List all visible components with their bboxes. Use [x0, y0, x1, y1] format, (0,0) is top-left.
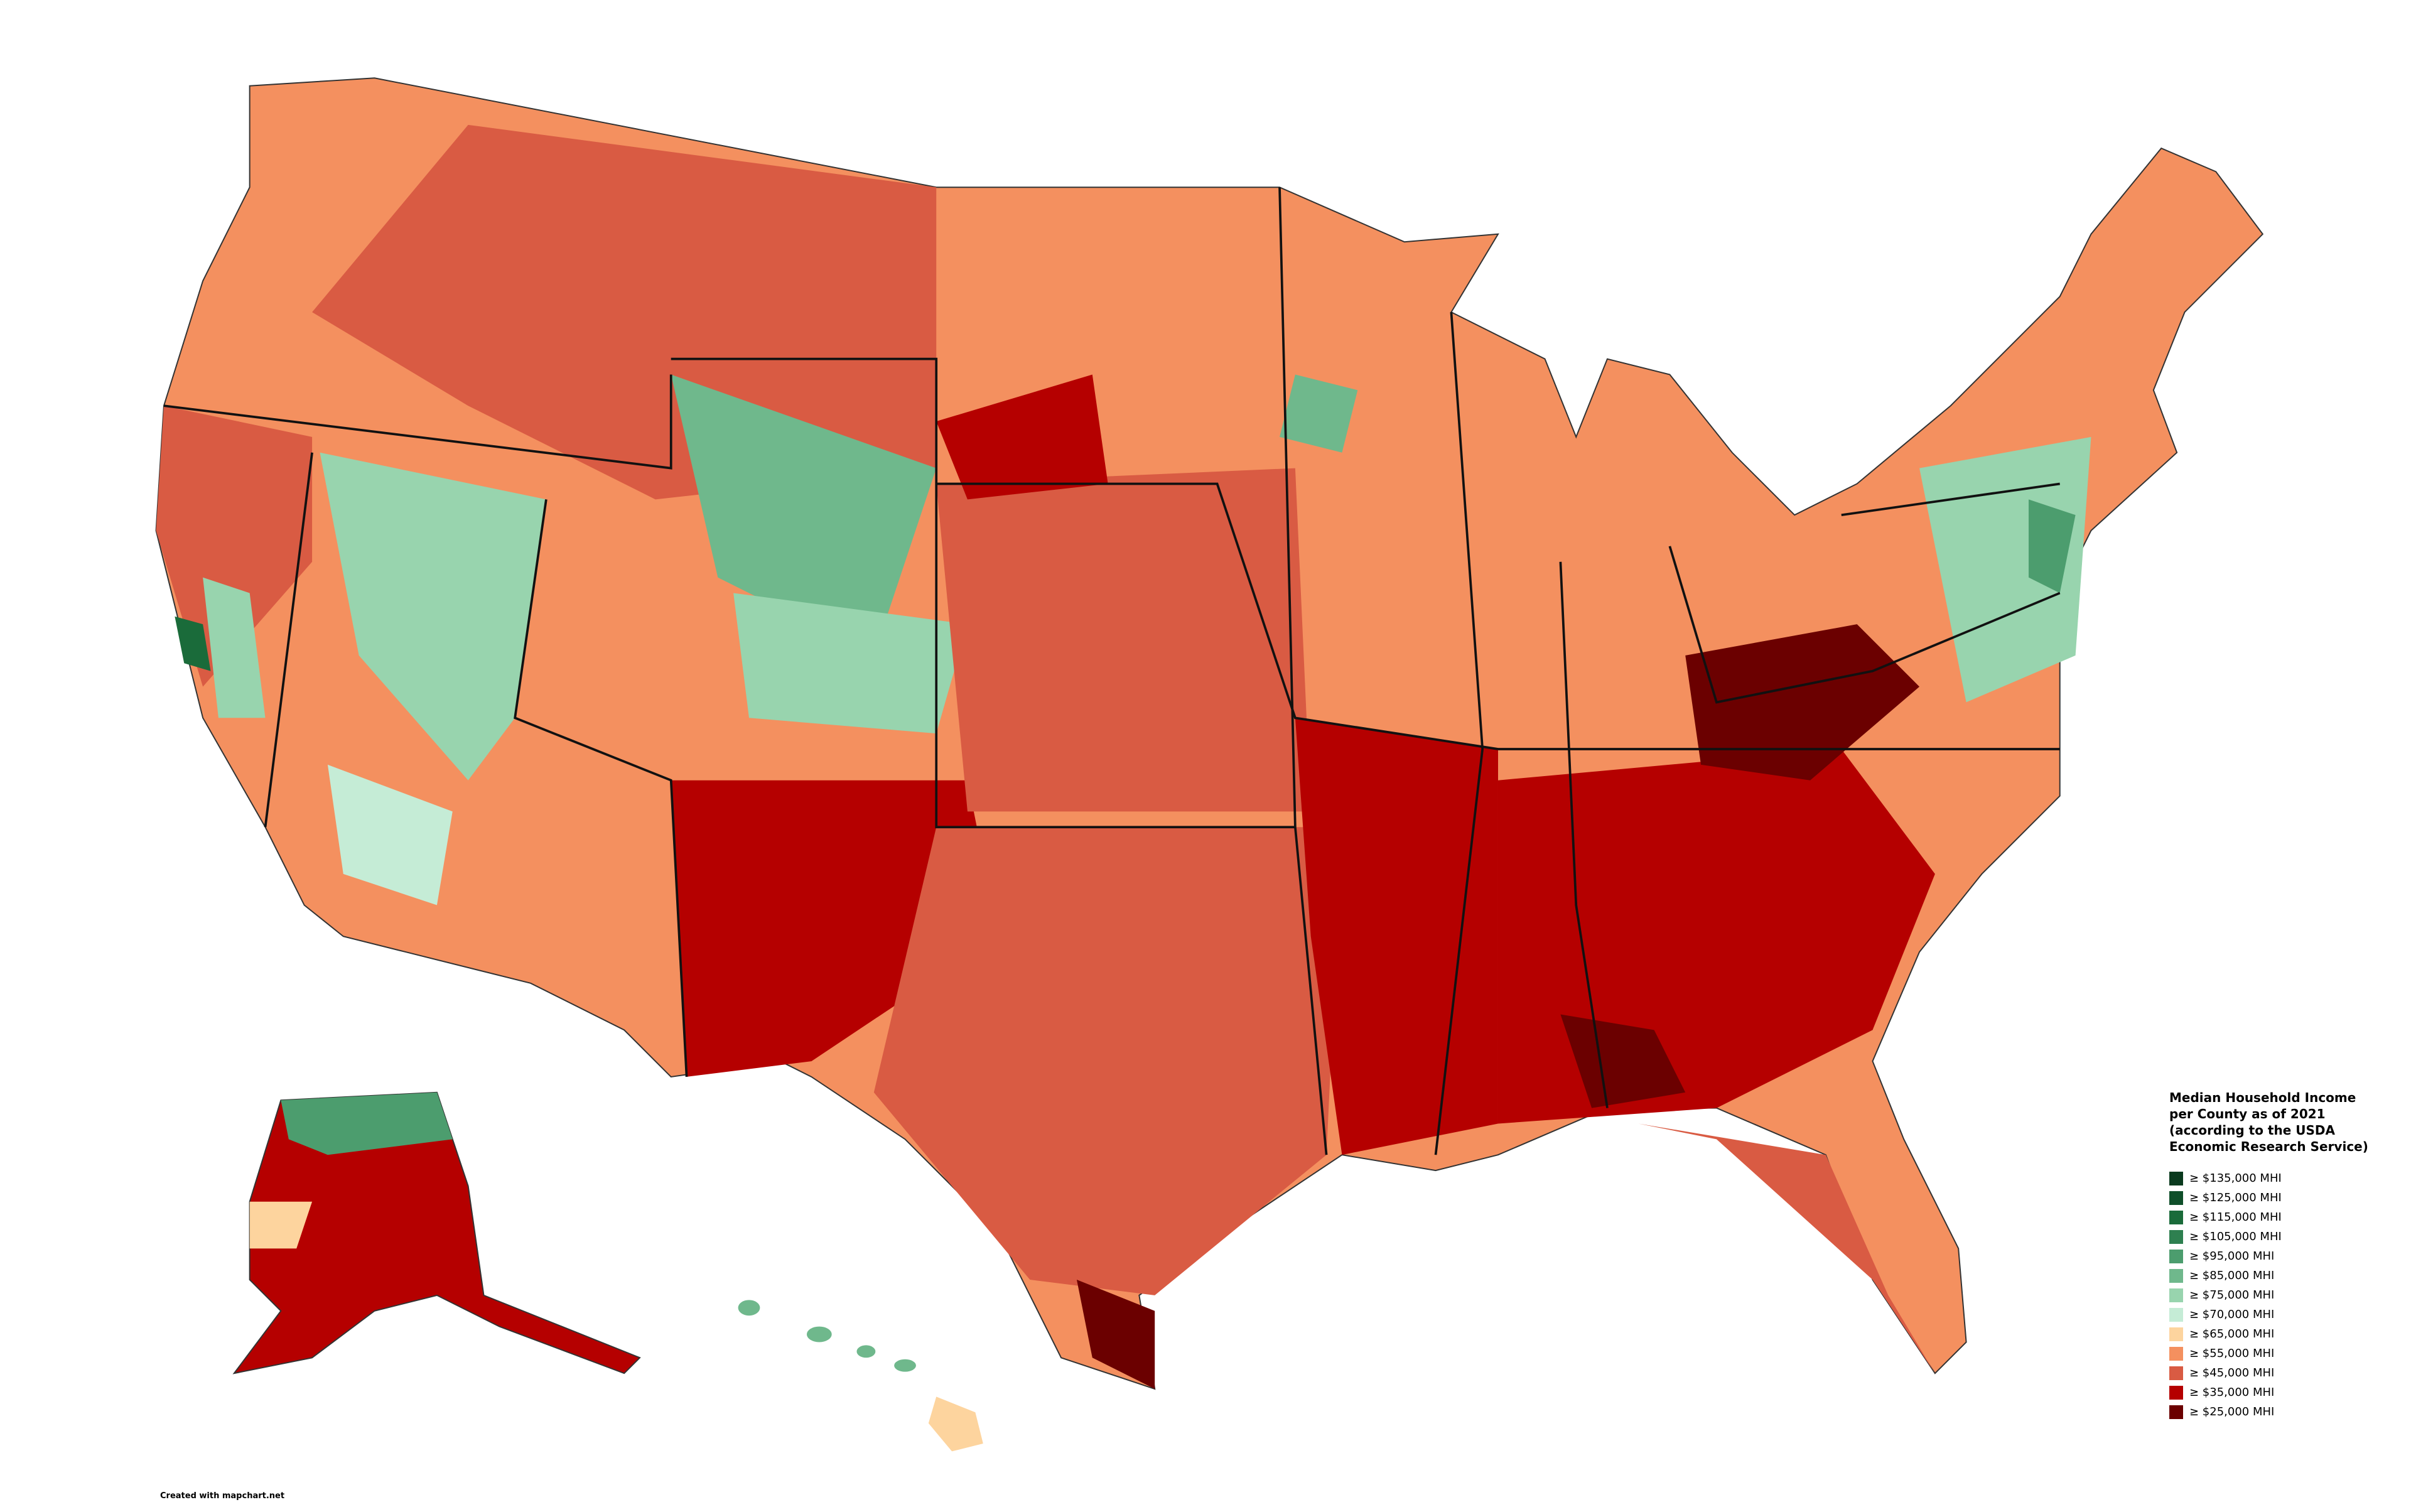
legend-label: ≥ $125,000 MHI [2189, 1191, 2282, 1204]
map-shapes [155, 77, 2264, 1452]
legend-swatch [2169, 1385, 2183, 1400]
hawaii [738, 1300, 983, 1452]
legend-swatch [2169, 1229, 2183, 1244]
legend-item: ≥ $35,000 MHI [2169, 1383, 2383, 1402]
legend-label: ≥ $65,000 MHI [2189, 1327, 2275, 1341]
legend-label: ≥ $45,000 MHI [2189, 1366, 2275, 1380]
credit: Created with mapchart.net [160, 1491, 285, 1501]
legend-item: ≥ $85,000 MHI [2169, 1266, 2383, 1285]
legend-label: ≥ $55,000 MHI [2189, 1347, 2275, 1360]
legend-label: ≥ $135,000 MHI [2189, 1172, 2282, 1185]
legend-swatch [2169, 1249, 2183, 1263]
legend-swatch [2169, 1288, 2183, 1302]
legend-label: ≥ $105,000 MHI [2189, 1230, 2282, 1243]
legend-swatch [2169, 1405, 2183, 1419]
legend-swatch [2169, 1327, 2183, 1341]
legend-item: ≥ $135,000 MHI [2169, 1169, 2383, 1188]
legend-label: ≥ $25,000 MHI [2189, 1405, 2275, 1418]
legend-item: ≥ $115,000 MHI [2169, 1207, 2383, 1227]
legend-item: ≥ $125,000 MHI [2169, 1188, 2383, 1207]
legend-title: Median Household Income per County as of… [2169, 1090, 2368, 1154]
legend-label: ≥ $85,000 MHI [2189, 1269, 2275, 1282]
legend: Median Household Income per County as of… [2169, 1089, 2383, 1422]
legend-swatch [2169, 1171, 2183, 1185]
legend-label: ≥ $70,000 MHI [2189, 1308, 2275, 1321]
legend-swatch [2169, 1366, 2183, 1380]
legend-label: ≥ $115,000 MHI [2189, 1211, 2282, 1224]
legend-item: ≥ $25,000 MHI [2169, 1402, 2383, 1422]
legend-swatch [2169, 1307, 2183, 1322]
legend-item: ≥ $65,000 MHI [2169, 1324, 2383, 1344]
legend-swatch [2169, 1268, 2183, 1283]
alaska [232, 1091, 641, 1374]
legend-swatch [2169, 1191, 2183, 1205]
legend-item: ≥ $95,000 MHI [2169, 1246, 2383, 1266]
legend-item: ≥ $105,000 MHI [2169, 1227, 2383, 1246]
legend-item: ≥ $75,000 MHI [2169, 1285, 2383, 1305]
legend-item: ≥ $45,000 MHI [2169, 1363, 2383, 1383]
legend-item: ≥ $55,000 MHI [2169, 1344, 2383, 1363]
legend-items: ≥ $135,000 MHI ≥ $125,000 MHI ≥ $115,000 M… [2169, 1169, 2383, 1422]
legend-label: ≥ $95,000 MHI [2189, 1250, 2275, 1263]
legend-label: ≥ $35,000 MHI [2189, 1386, 2275, 1399]
legend-label: ≥ $75,000 MHI [2189, 1288, 2275, 1302]
legend-swatch [2169, 1346, 2183, 1361]
legend-item: ≥ $70,000 MHI [2169, 1305, 2383, 1324]
legend-swatch [2169, 1210, 2183, 1224]
